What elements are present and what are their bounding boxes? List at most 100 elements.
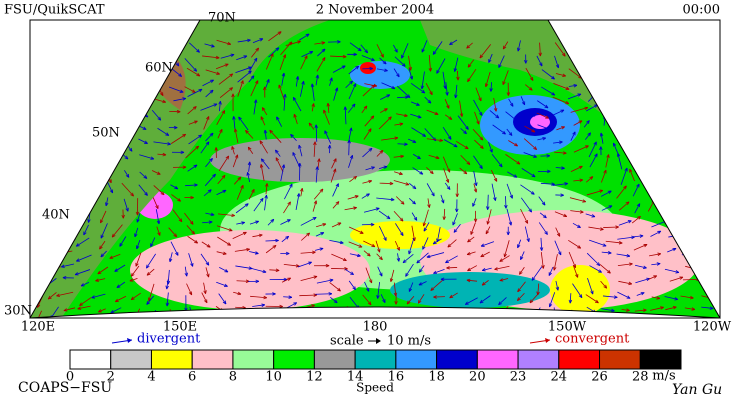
arrow-head	[383, 237, 387, 241]
wind-arrow	[406, 295, 415, 305]
arrow-head	[441, 199, 445, 204]
wind-arrow	[466, 251, 476, 255]
arrow-head	[470, 231, 474, 235]
arrow-head	[165, 302, 170, 307]
wind-arrow	[601, 205, 613, 211]
wind-arrow	[235, 203, 249, 214]
arrow-head	[399, 171, 403, 176]
wind-arrow	[457, 115, 469, 130]
wind-arrow	[219, 87, 233, 98]
arrow-head	[191, 230, 196, 235]
wind-arrow	[268, 31, 282, 42]
wind-arrow	[416, 252, 429, 264]
wind-arrow	[491, 183, 496, 201]
scale-label: scale	[330, 334, 364, 349]
wind-arrow	[523, 152, 537, 158]
arrow-head	[287, 201, 291, 206]
arrow-head	[544, 104, 549, 109]
wind-arrow	[269, 129, 282, 143]
wind-arrow	[123, 198, 129, 212]
wind-arrow	[363, 207, 380, 213]
wind-arrow	[634, 203, 641, 214]
wind-arrow	[524, 226, 530, 242]
wind-arrow	[202, 221, 213, 224]
wind-arrow	[405, 263, 414, 277]
wind-arrow	[203, 116, 210, 130]
arrow-head	[499, 258, 504, 262]
wind-arrow	[393, 180, 410, 186]
wind-arrow	[168, 227, 178, 238]
wind-arrow	[585, 132, 591, 140]
arrow-head	[63, 308, 68, 312]
wind-arrow	[555, 167, 565, 169]
arrow-head	[578, 165, 583, 170]
arrow-head	[434, 111, 439, 115]
arrow-head	[419, 171, 424, 175]
arrow-head	[188, 291, 193, 296]
wind-arrow	[300, 232, 310, 241]
wind-arrow	[506, 183, 513, 199]
wind-arrow	[498, 297, 507, 306]
wind-arrow	[268, 47, 280, 58]
wind-arrow	[153, 141, 171, 145]
wind-arrow	[283, 94, 286, 111]
wind-arrow	[171, 194, 181, 202]
wind-arrow	[473, 99, 483, 116]
wind-arrow	[445, 81, 448, 96]
arrow-head	[727, 209, 730, 212]
arrow-head	[408, 66, 412, 71]
arrow-head	[351, 103, 356, 108]
wind-arrow	[323, 109, 330, 125]
wind-arrow	[157, 127, 170, 136]
wind-arrow	[466, 42, 473, 49]
wind-arrow	[315, 232, 324, 237]
arrow-head	[209, 132, 214, 137]
arrow-head	[142, 126, 147, 130]
wind-arrow	[187, 106, 197, 115]
wind-arrow	[99, 240, 106, 250]
arrow-head	[599, 189, 604, 193]
arrow-head	[454, 94, 458, 99]
arrow-head	[559, 140, 563, 144]
arrow-head	[720, 89, 723, 92]
arrow-head	[314, 124, 318, 129]
arrow-head	[587, 132, 591, 137]
arrow-head	[412, 139, 417, 143]
arrow-head	[206, 244, 211, 248]
arrow-head	[599, 132, 604, 137]
wind-arrow	[480, 251, 490, 258]
arrow-head	[521, 101, 526, 106]
wind-arrow	[300, 188, 303, 197]
colorbar-swatch	[69, 349, 112, 370]
wind-arrow	[493, 97, 497, 112]
wind-arrow	[248, 75, 255, 83]
arrow-head	[626, 295, 631, 299]
arrow-head	[263, 86, 267, 91]
arrow-head	[379, 149, 384, 154]
wind-arrow	[480, 241, 495, 247]
wind-arrow	[248, 57, 258, 73]
wind-arrow	[201, 241, 211, 248]
wind-arrow	[185, 145, 199, 159]
wind-arrow	[218, 73, 234, 85]
wind-arrow	[348, 241, 363, 248]
wind-arrow	[135, 252, 142, 267]
wind-arrow	[347, 195, 359, 200]
wind-arrow	[91, 293, 106, 299]
arrow-head	[255, 220, 259, 224]
wind-arrow	[491, 153, 503, 168]
arrow-head	[679, 276, 684, 280]
arrow-head	[394, 301, 398, 305]
wind-arrow	[313, 188, 324, 200]
wind-arrow	[449, 39, 458, 46]
wind-arrow	[167, 269, 170, 285]
wind-arrow	[418, 281, 427, 286]
wind-arrow	[363, 240, 376, 248]
wind-arrow	[202, 79, 214, 87]
wind-arrow	[589, 265, 602, 273]
arrow-head	[486, 206, 490, 210]
date: 2 November 2004	[316, 3, 434, 18]
arrow-head	[418, 268, 423, 273]
wind-arrow	[667, 248, 677, 253]
arrow-head	[337, 287, 341, 292]
